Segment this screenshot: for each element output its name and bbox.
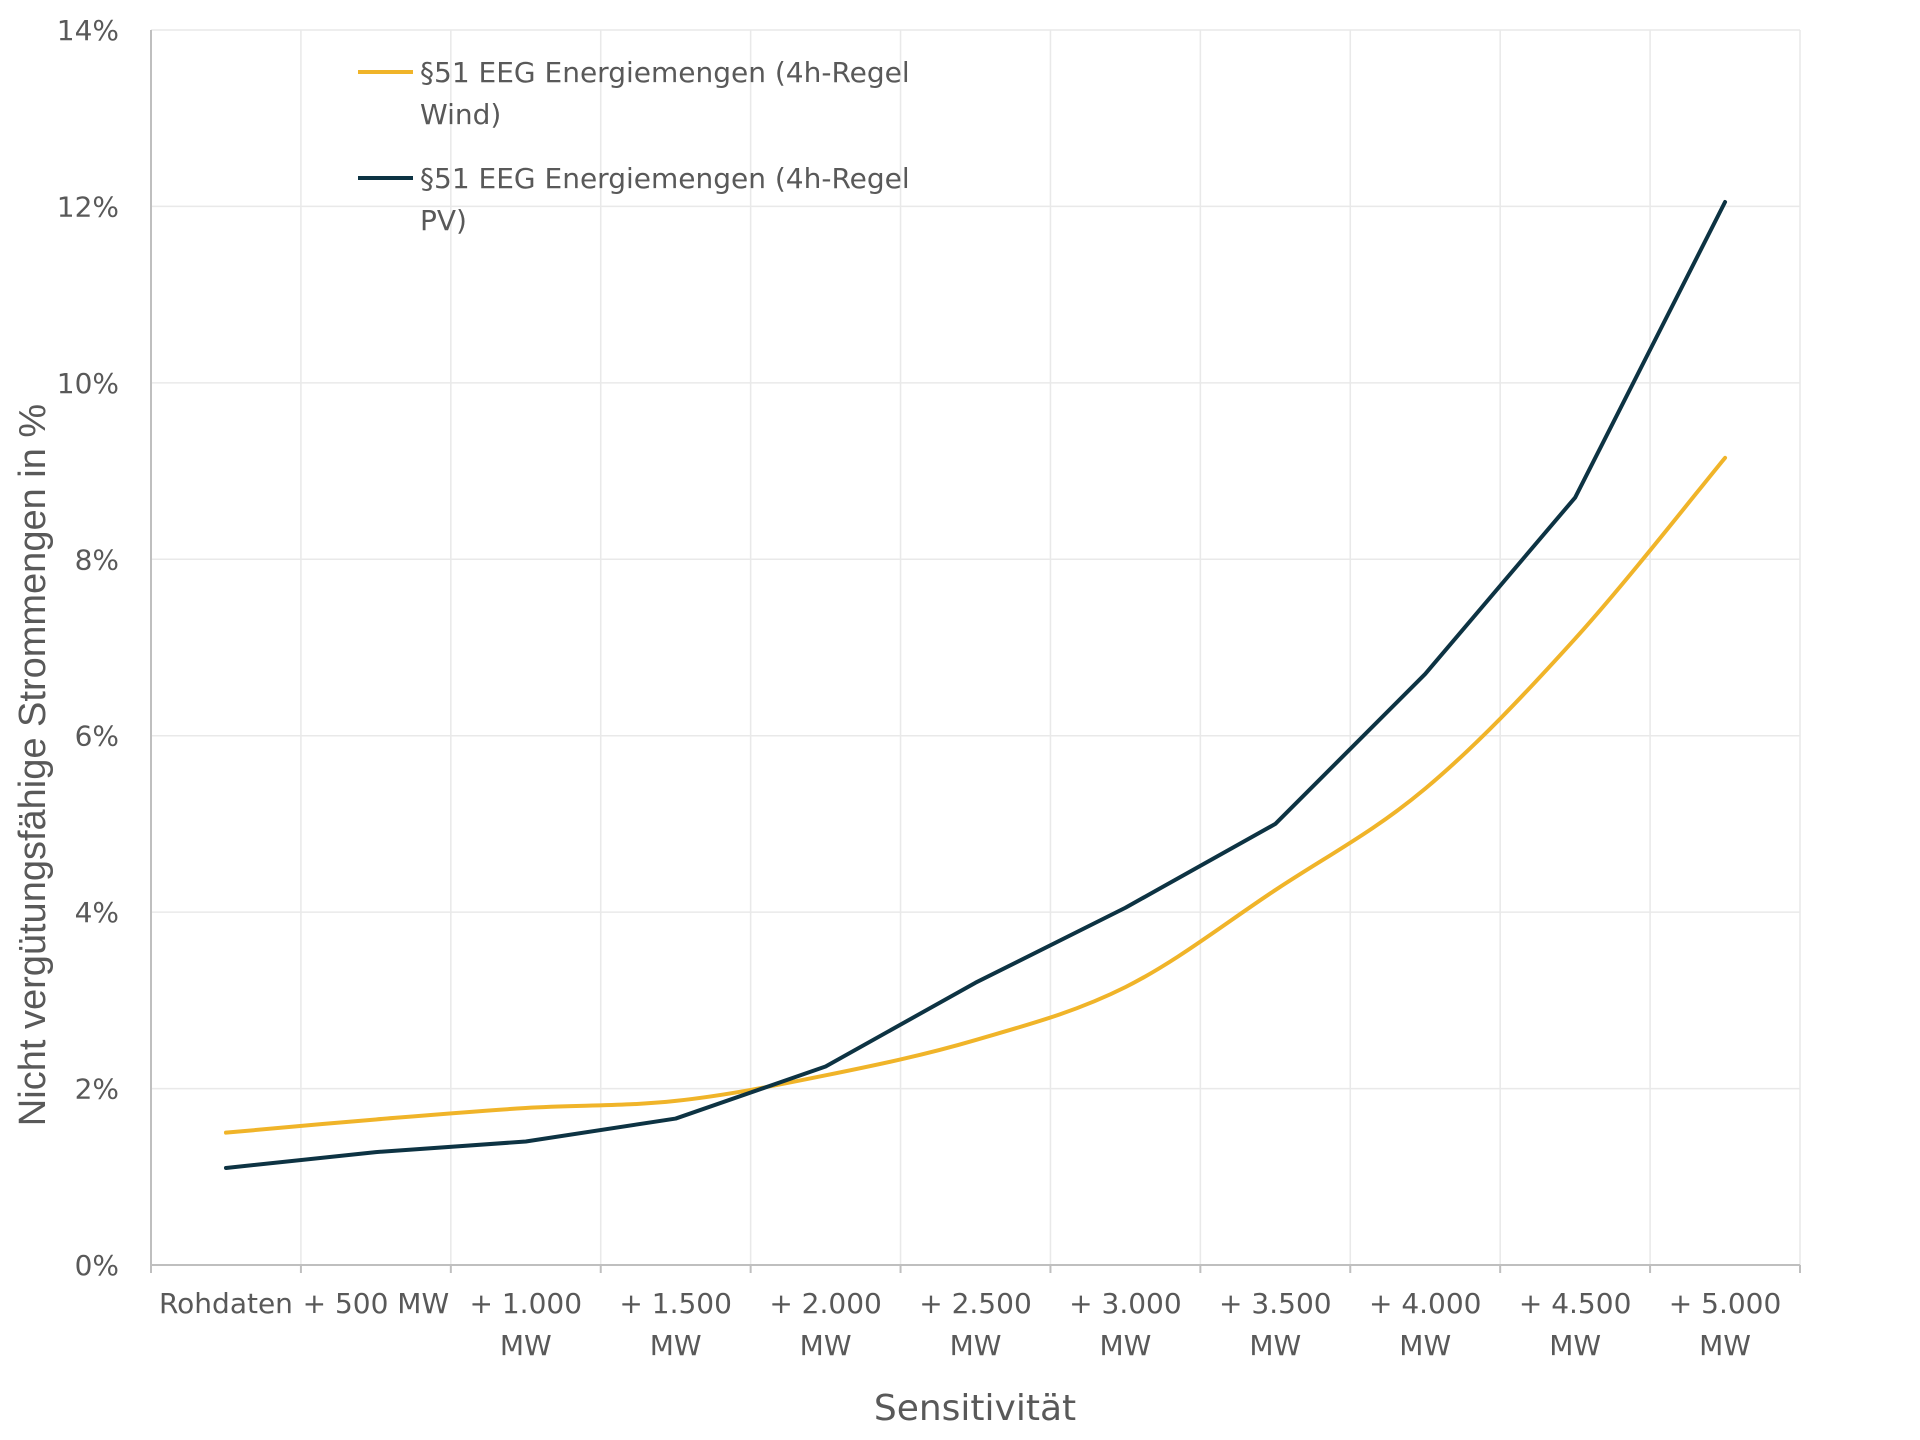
legend-label: §51 EEG Energiemengen (4h-Regel Wind) <box>420 56 910 131</box>
x-tick-label: + 2.500 MW <box>919 1287 1032 1362</box>
y-tick-label: 0% <box>75 1249 119 1282</box>
x-tick-label: + 3.000 MW <box>1069 1287 1182 1362</box>
x-tick-label: + 1.500 MW <box>619 1287 732 1362</box>
y-tick-label: 8% <box>75 543 119 576</box>
x-tick-label: Rohdaten <box>159 1287 293 1320</box>
y-tick-label: 2% <box>75 1073 119 1106</box>
gridlines <box>151 29 1801 1265</box>
x-tick-label: + 3.500 MW <box>1219 1287 1332 1362</box>
series-line-2 <box>223 200 1728 1170</box>
x-tick-label: + 1.000 MW <box>470 1287 583 1362</box>
x-tick-label: + 4.000 MW <box>1369 1287 1482 1362</box>
y-tick-label: 12% <box>57 190 119 223</box>
y-tick-labels: 0% 2% 4% 6% 8% 10% 12% 14% <box>57 14 119 1282</box>
y-tick-label: 4% <box>75 896 119 929</box>
y-tick-label: 6% <box>75 720 119 753</box>
legend-entry-2: §51 EEG Energiemengen (4h-Regel PV) <box>358 162 910 237</box>
y-axis-title: Nicht vergütungsfähige Strommengen in % <box>12 404 54 1126</box>
legend-label: §51 EEG Energiemengen (4h-Regel PV) <box>420 162 910 237</box>
series-lines <box>223 200 1728 1170</box>
x-tick-label: + 4.500 MW <box>1519 1287 1632 1362</box>
axes <box>150 30 1801 1273</box>
x-axis-title: Sensitivität <box>874 1388 1076 1429</box>
y-tick-label: 14% <box>57 14 119 47</box>
x-tick-label: + 500 MW <box>303 1287 450 1320</box>
x-tick-label: + 5.000 MW <box>1669 1287 1782 1362</box>
x-tick-labels: Rohdaten + 500 MW + 1.000 MW + 1.500 MW + 2.00… <box>159 1287 1781 1362</box>
y-tick-label: 10% <box>57 367 119 400</box>
legend-entry-1: §51 EEG Energiemengen (4h-Regel Wind) <box>358 56 910 131</box>
series-line-1 <box>223 455 1728 1135</box>
x-tick-label: + 2.000 MW <box>769 1287 882 1362</box>
legend: §51 EEG Energiemengen (4h-Regel Wind) §51 … <box>358 56 910 237</box>
